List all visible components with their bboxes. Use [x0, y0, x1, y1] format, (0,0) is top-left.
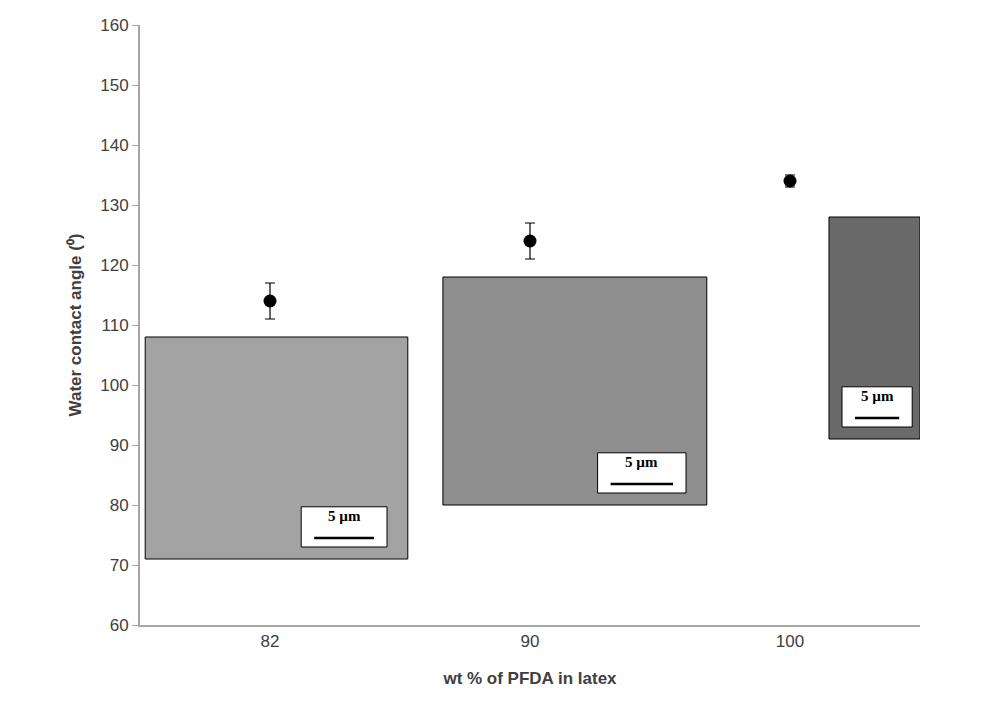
svg-text:90: 90 [521, 632, 540, 651]
svg-text:wt % of PFDA in latex: wt % of PFDA in latex [442, 669, 617, 688]
svg-text:5 µm: 5 µm [625, 454, 658, 470]
svg-text:82: 82 [261, 632, 280, 651]
svg-text:5 µm: 5 µm [861, 388, 894, 404]
svg-text:150: 150 [100, 76, 128, 95]
svg-text:70: 70 [110, 556, 129, 575]
svg-text:100: 100 [100, 376, 128, 395]
svg-text:Water contact angle (⁰): Water contact angle (⁰) [66, 234, 85, 417]
svg-text:90: 90 [110, 436, 129, 455]
svg-text:5 µm: 5 µm [328, 508, 361, 524]
svg-text:140: 140 [100, 136, 128, 155]
svg-text:80: 80 [110, 496, 129, 515]
svg-text:110: 110 [101, 316, 128, 335]
svg-text:160: 160 [100, 16, 128, 35]
svg-text:60: 60 [110, 616, 129, 635]
svg-text:100: 100 [776, 632, 804, 651]
svg-text:130: 130 [100, 196, 128, 215]
svg-text:120: 120 [100, 256, 128, 275]
